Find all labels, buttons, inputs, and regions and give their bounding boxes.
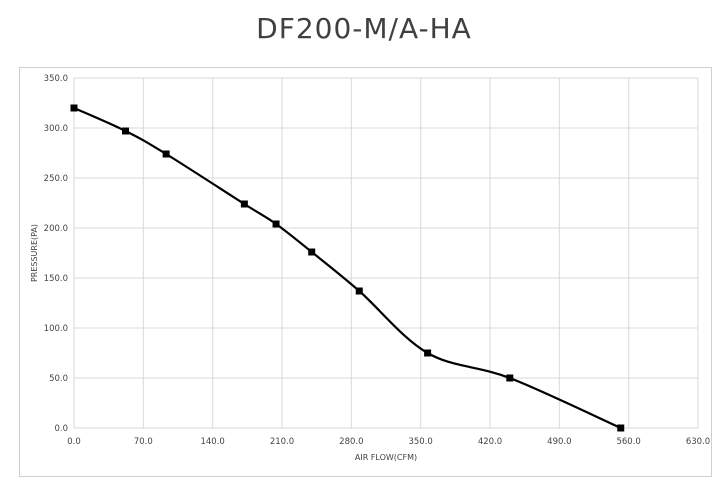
data-point — [617, 424, 625, 432]
series-line — [73, 106, 622, 430]
data-point — [424, 349, 432, 357]
x-tick-label: 70.0 — [134, 437, 153, 447]
y-tick-label: 250.0 — [44, 174, 68, 184]
x-tick-label: 350.0 — [408, 437, 432, 447]
y-tick-label: 100.0 — [44, 324, 68, 334]
data-point — [355, 287, 363, 295]
y-axis-label: PRESSURE(PA) — [30, 224, 39, 282]
data-point — [506, 374, 514, 382]
data-point — [122, 127, 130, 135]
chart-frame — [19, 67, 712, 477]
chart-title: DF200-M/A-HA — [256, 12, 472, 45]
x-tick-label: 560.0 — [616, 437, 640, 447]
series-layer — [70, 104, 625, 432]
y-tick-label: 150.0 — [44, 274, 68, 284]
x-tick-label: 630.0 — [686, 437, 710, 447]
y-tick-label: 300.0 — [44, 124, 68, 134]
data-point — [272, 220, 280, 228]
x-tick-label: 210.0 — [270, 437, 294, 447]
x-tick-label: 280.0 — [339, 437, 363, 447]
grid-lines — [73, 77, 699, 429]
y-tick-label: 350.0 — [44, 74, 68, 84]
x-tick-label: 140.0 — [200, 437, 224, 447]
data-point — [308, 248, 316, 256]
x-tick-label: 0.0 — [67, 437, 81, 447]
x-tick-label: 490.0 — [547, 437, 571, 447]
y-tick-label: 50.0 — [49, 374, 68, 384]
x-tick-label: 420.0 — [478, 437, 502, 447]
tick-labels: 0.0 70.0 140.0 210.0 280.0 350.0 420.0 490.0 560… — [44, 74, 711, 447]
data-point — [70, 104, 78, 112]
x-axis-label: AIR FLOW(CFM) — [355, 453, 417, 462]
data-point — [240, 200, 248, 208]
data-point — [162, 150, 170, 158]
y-tick-label: 0.0 — [54, 424, 68, 434]
y-tick-label: 200.0 — [44, 224, 68, 234]
